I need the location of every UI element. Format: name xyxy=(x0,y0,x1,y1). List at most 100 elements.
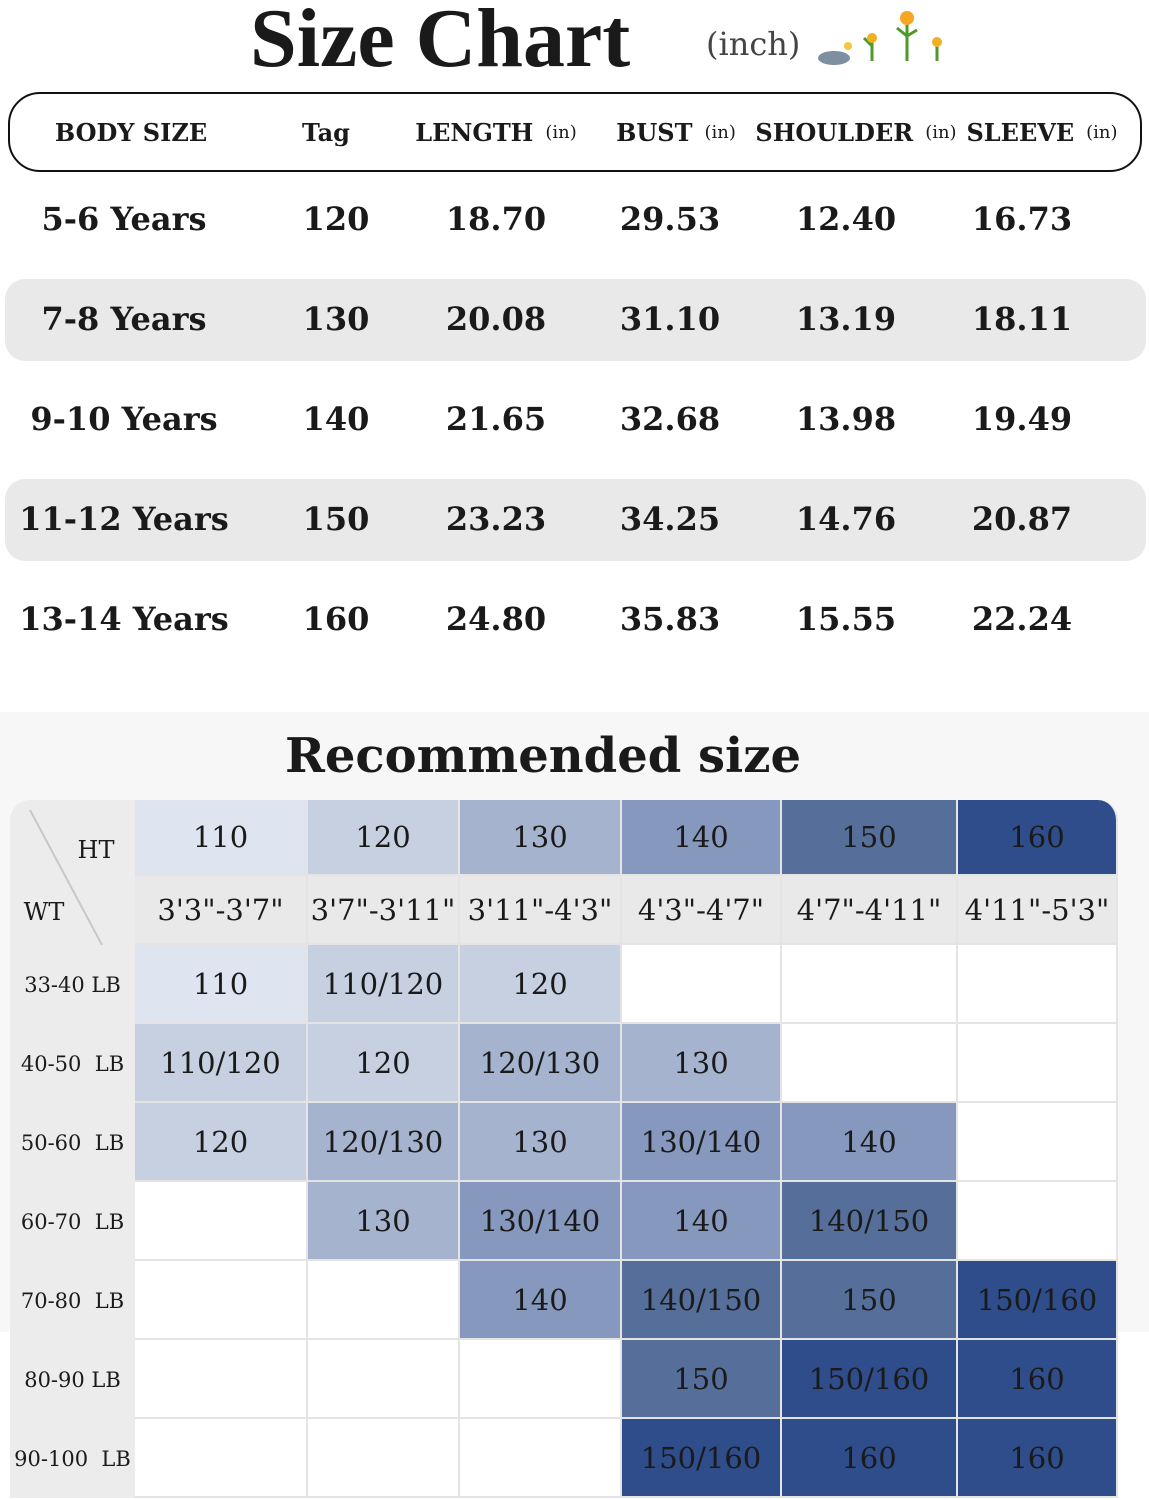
column-unit: (in) xyxy=(925,121,957,143)
corner xyxy=(10,800,135,945)
table-cell: 120 xyxy=(302,200,370,238)
table-cell: 19.49 xyxy=(971,400,1073,438)
size-cell: 120/130 xyxy=(460,1024,622,1103)
column-name: SLEEVE xyxy=(966,117,1075,147)
weight-label: 70-80 LB xyxy=(20,1288,125,1313)
size-cell: 130 xyxy=(622,1024,782,1103)
weight-label: 33-40 LB xyxy=(24,972,121,997)
corner-ht: HT xyxy=(77,836,115,864)
table-cell: 35.83 xyxy=(619,600,721,638)
table-cell: 7-8 Years xyxy=(41,300,207,338)
corner-wt: WT xyxy=(23,898,65,926)
table-cell: 5-6 Years xyxy=(41,200,207,238)
height-range: 4'11"-5'3" xyxy=(958,876,1118,945)
table-cell: 20.08 xyxy=(445,300,547,338)
column-unit: (in) xyxy=(704,121,736,143)
size-cell: 160 xyxy=(782,1419,958,1498)
height-tag: 150 xyxy=(782,800,958,876)
column-name: BODY SIZE xyxy=(54,117,208,147)
height-tag: 160 xyxy=(958,800,1118,876)
weight-label: 80-90 LB xyxy=(24,1367,121,1392)
height-range: 4'7"-4'11" xyxy=(782,876,958,945)
table-cell: 21.65 xyxy=(445,400,547,438)
size-cell: 150/160 xyxy=(958,1261,1118,1340)
size-cell: 120 xyxy=(135,1103,308,1182)
empty-cell xyxy=(308,1419,460,1498)
table-cell: 12.40 xyxy=(795,200,897,238)
table-cell: 9-10 Years xyxy=(30,400,218,438)
table-cell: 13-14 Years xyxy=(19,600,229,638)
table-cell: 20.87 xyxy=(971,500,1073,538)
weight-label: 50-60 LB xyxy=(20,1130,125,1155)
size-cell: 120 xyxy=(460,945,622,1024)
size-cell: 140 xyxy=(460,1261,622,1340)
empty-cell xyxy=(782,1024,958,1103)
empty-cell xyxy=(308,1340,460,1419)
empty-cell xyxy=(958,945,1118,1024)
weight-label: 60-70 LB xyxy=(20,1209,125,1234)
empty-cell xyxy=(460,1419,622,1498)
column-name: SHOULDER xyxy=(755,117,914,147)
table-cell: 140 xyxy=(302,400,370,438)
empty-cell xyxy=(958,1182,1118,1261)
corner-diagonal xyxy=(29,809,103,945)
size-cell: 140 xyxy=(782,1103,958,1182)
table-cell: 150 xyxy=(302,500,370,538)
size-cell: 110/120 xyxy=(135,1024,308,1103)
empty-cell xyxy=(135,1261,308,1340)
weight-label: 90-100 LB xyxy=(14,1446,131,1471)
size-cell: 110/120 xyxy=(308,945,460,1024)
column-unit: (in) xyxy=(1086,121,1118,143)
table-cell: 14.76 xyxy=(795,500,897,538)
table-cell: 24.80 xyxy=(445,600,547,638)
empty-cell xyxy=(622,945,782,1024)
table-cell: 160 xyxy=(302,600,370,638)
column-name: Tag xyxy=(302,117,350,147)
empty-cell xyxy=(460,1340,622,1419)
table-cell: 16.73 xyxy=(971,200,1073,238)
column-header: BUST (in) xyxy=(601,96,751,168)
table-cell: 23.23 xyxy=(445,500,547,538)
table-cell: 32.68 xyxy=(619,400,721,438)
row-stripe xyxy=(5,479,1146,561)
size-cell: 110 xyxy=(135,945,308,1024)
size-cell: 160 xyxy=(958,1419,1118,1498)
empty-cell xyxy=(135,1182,308,1261)
column-header: SLEEVE (in) xyxy=(957,96,1127,168)
height-tag: 120 xyxy=(308,800,460,876)
header-pill xyxy=(8,92,1142,172)
size-cell: 160 xyxy=(958,1340,1118,1419)
column-name: LENGTH xyxy=(415,117,534,147)
table-cell: 15.55 xyxy=(795,600,897,638)
size-cell: 130 xyxy=(460,1103,622,1182)
height-range: 4'3"-4'7" xyxy=(622,876,782,945)
size-cell: 150 xyxy=(622,1340,782,1419)
height-tag: 140 xyxy=(622,800,782,876)
empty-cell xyxy=(308,1261,460,1340)
table-cell: 18.11 xyxy=(971,300,1073,338)
weight-column xyxy=(10,945,135,1498)
column-header: Tag xyxy=(266,96,386,168)
column-header: BODY SIZE xyxy=(21,96,241,168)
size-cell: 140/150 xyxy=(622,1261,782,1340)
size-cell: 120/130 xyxy=(308,1103,460,1182)
table-cell: 34.25 xyxy=(619,500,721,538)
table-cell: 130 xyxy=(302,300,370,338)
size-cell: 140 xyxy=(622,1182,782,1261)
empty-cell xyxy=(958,1103,1118,1182)
size-cell: 130/140 xyxy=(622,1103,782,1182)
size-cell: 130 xyxy=(308,1182,460,1261)
title: Size Chart xyxy=(250,0,631,85)
height-range: 3'11"-4'3" xyxy=(460,876,622,945)
size-cell: 120 xyxy=(308,1024,460,1103)
table-cell: 18.70 xyxy=(445,200,547,238)
table-cell: 29.53 xyxy=(619,200,721,238)
height-range: 3'7"-3'11" xyxy=(308,876,460,945)
section-title: Recommended size xyxy=(284,728,802,784)
height-range: 3'3"-3'7" xyxy=(135,876,308,945)
table-cell: 31.10 xyxy=(619,300,721,338)
column-header: SHOULDER (in) xyxy=(741,96,971,168)
empty-cell xyxy=(782,945,958,1024)
table-cell: 13.19 xyxy=(795,300,897,338)
